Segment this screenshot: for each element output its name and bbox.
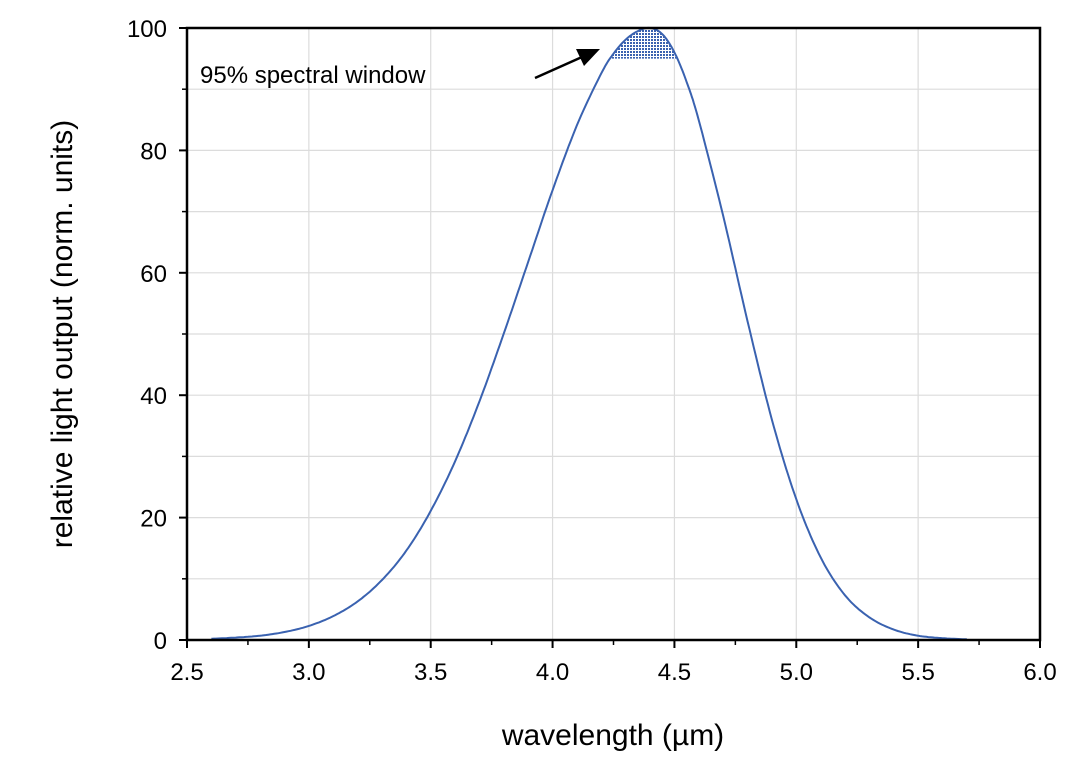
y-tick-label: 100 [127,16,167,43]
x-tick-label: 5.0 [780,659,813,686]
x-tick-label: 6.0 [1023,659,1056,686]
x-axis-label: wavelength (µm) [501,719,724,752]
y-tick-label: 20 [140,506,167,533]
ticks: 2.5 3.0 3.5 4.0 4.5 5.0 5.5 6.0 0 20 40 60 80 100 [127,16,1057,686]
y-tick-label: 0 [154,628,167,655]
x-tick-label: 4.5 [658,659,691,686]
x-tick-label: 2.5 [170,659,203,686]
x-tick-label: 3.0 [292,659,325,686]
spectral-window-fill [610,27,677,59]
y-tick-label: 80 [140,138,167,165]
annotation-text: 95% spectral window [200,62,426,89]
series-line [211,26,967,641]
grid [187,28,1040,640]
x-tick-label: 3.5 [414,659,447,686]
y-axis-label: relative light output (norm. units) [46,120,79,549]
y-tick-label: 60 [140,261,167,288]
x-tick-label: 4.0 [536,659,569,686]
y-tick-label: 40 [140,383,167,410]
annotation-arrow [534,49,600,80]
x-tick-label: 5.5 [901,659,934,686]
